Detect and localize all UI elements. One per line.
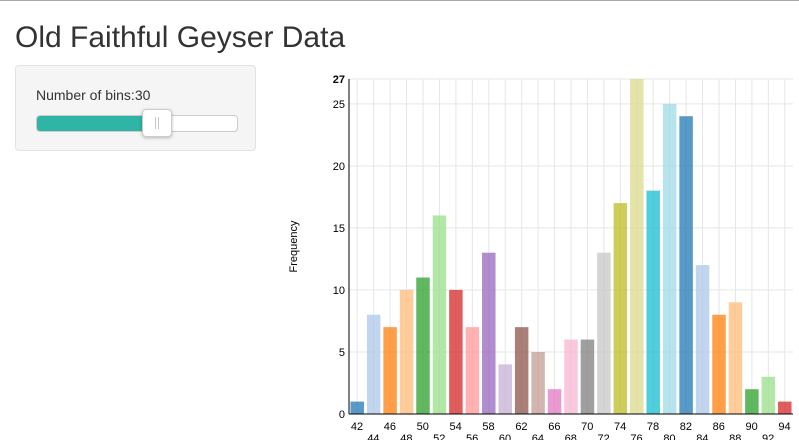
histogram-bar[interactable]: [662, 103, 677, 414]
y-tick-label: 27: [333, 74, 345, 86]
histogram-bar[interactable]: [366, 314, 381, 414]
slider-value: 30: [134, 87, 151, 103]
x-tick-label: 94: [778, 421, 790, 433]
slider-label: Number of bins:30: [36, 87, 150, 103]
x-tick-label: 52: [433, 433, 445, 440]
x-tick-label: 70: [581, 421, 593, 433]
x-tick-label: 62: [515, 421, 527, 433]
y-tick-label: 20: [333, 161, 345, 173]
bins-slider[interactable]: [36, 109, 238, 137]
x-tick-label: 72: [598, 433, 610, 440]
x-tick-label: 74: [614, 421, 626, 433]
x-tick-label: 68: [565, 433, 577, 440]
y-tick-label: 0: [339, 409, 345, 421]
histogram-chart: 0 5 10 15 20 25 27 42 44 46 48 50 52 54 56 58 60 62 64 66 68…: [288, 74, 793, 440]
x-tick-label: 80: [663, 433, 675, 440]
histogram-bar[interactable]: [465, 327, 480, 414]
histogram-bar[interactable]: [679, 116, 693, 414]
x-tick-label: 84: [696, 433, 708, 440]
histogram-bar[interactable]: [399, 289, 414, 414]
histogram-bar[interactable]: [531, 351, 545, 414]
y-tick-label: 5: [339, 347, 345, 359]
x-tick-label: 48: [400, 433, 412, 440]
x-tick-label: 54: [450, 421, 462, 433]
x-tick-label: 66: [548, 421, 560, 433]
y-tick-label: 15: [333, 223, 345, 235]
x-tick-label: 44: [367, 433, 379, 440]
x-tick-label: 82: [680, 421, 692, 433]
histogram-bar[interactable]: [728, 302, 743, 414]
histogram-bar[interactable]: [695, 265, 710, 414]
y-tick-label: 10: [333, 285, 345, 297]
y-tick-label: 25: [333, 99, 345, 111]
histogram-bar[interactable]: [630, 79, 644, 414]
x-tick-label: 42: [351, 421, 363, 433]
x-tick-label: 76: [630, 433, 642, 440]
top-border: [0, 0, 799, 1]
histogram-bar[interactable]: [580, 339, 595, 414]
histogram-bar[interactable]: [646, 190, 660, 414]
x-tick-label: 50: [417, 421, 429, 433]
histogram-bar[interactable]: [778, 401, 792, 414]
grip-line: [155, 117, 156, 129]
sidebar-panel: Number of bins:30: [15, 65, 256, 151]
grip-line: [158, 117, 159, 129]
x-tick-label: 88: [729, 433, 741, 440]
histogram-bar[interactable]: [745, 389, 759, 414]
x-tick-label: 58: [482, 421, 494, 433]
histogram-bar[interactable]: [449, 289, 463, 414]
x-tick-label: 60: [499, 433, 511, 440]
x-tick-label: 90: [746, 421, 758, 433]
x-tick-label: 56: [466, 433, 478, 440]
histogram-bar[interactable]: [564, 339, 578, 414]
x-tick-label: 46: [384, 421, 396, 433]
page-title: Old Faithful Geyser Data: [15, 21, 346, 54]
histogram-bar[interactable]: [712, 314, 726, 414]
histogram-bar[interactable]: [498, 364, 512, 414]
histogram-bar[interactable]: [383, 327, 397, 414]
x-tick-label: 92: [762, 433, 774, 440]
histogram-bar[interactable]: [761, 376, 776, 414]
histogram-bar[interactable]: [350, 401, 364, 414]
histogram-bar[interactable]: [416, 277, 430, 414]
histogram-bar[interactable]: [597, 252, 611, 414]
histogram-bar[interactable]: [547, 389, 562, 414]
histogram-bar[interactable]: [482, 252, 496, 414]
slider-handle[interactable]: [142, 109, 172, 137]
histogram-bar[interactable]: [613, 203, 628, 414]
x-tick-label: 78: [647, 421, 659, 433]
histogram-bar[interactable]: [432, 215, 447, 414]
slider-label-text: Number of bins:: [36, 87, 135, 103]
histogram-bar[interactable]: [514, 327, 529, 414]
x-tick-label: 64: [532, 433, 544, 440]
x-tick-label: 86: [713, 421, 725, 433]
y-axis-label: Frequency: [288, 220, 300, 272]
slider-fill: [37, 116, 157, 131]
